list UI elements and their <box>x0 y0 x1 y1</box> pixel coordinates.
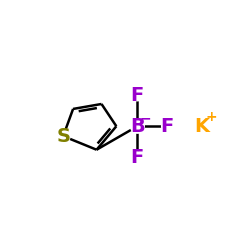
Circle shape <box>56 129 70 143</box>
Text: K: K <box>194 117 209 136</box>
Text: B: B <box>130 117 145 136</box>
Circle shape <box>130 119 144 133</box>
Text: F: F <box>131 148 144 167</box>
Text: +: + <box>206 110 217 124</box>
Circle shape <box>162 121 172 132</box>
Text: −: − <box>140 111 151 125</box>
Text: F: F <box>160 117 174 136</box>
Circle shape <box>132 90 143 101</box>
Circle shape <box>132 152 143 162</box>
Text: S: S <box>56 126 70 146</box>
Text: F: F <box>131 86 144 105</box>
